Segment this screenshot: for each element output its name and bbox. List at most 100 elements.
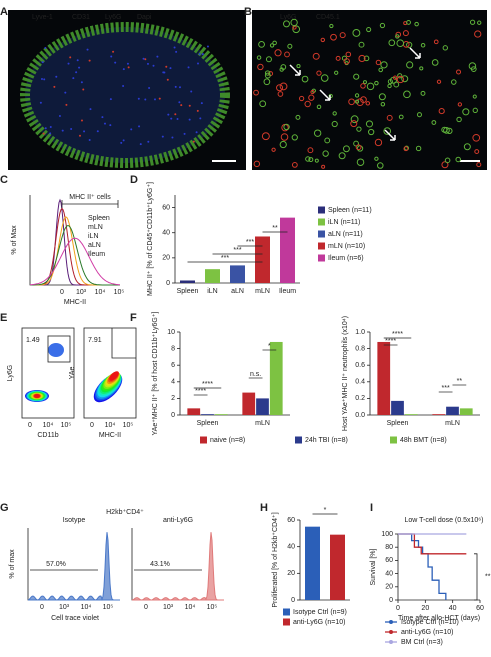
nucleus <box>80 119 83 122</box>
cell <box>307 147 314 154</box>
cell <box>277 91 284 97</box>
significance: ** <box>485 574 491 581</box>
nucleus <box>49 126 52 129</box>
cell <box>287 43 293 49</box>
nucleus <box>44 47 47 50</box>
cell <box>362 80 368 85</box>
cell <box>377 162 384 169</box>
nucleus <box>148 86 151 89</box>
nucleus <box>153 98 156 101</box>
survival-line <box>398 533 467 555</box>
bar <box>187 408 201 415</box>
significance: **** <box>202 381 213 388</box>
cell <box>415 145 422 152</box>
cell <box>352 28 361 37</box>
x-tick-label: 10⁵ <box>103 604 114 611</box>
y-tick-label: 80 <box>385 544 393 551</box>
legend-entry: 48h BMT (n=8) <box>400 437 447 444</box>
x-tick-label: 10⁴ <box>43 422 54 429</box>
cell <box>456 69 462 75</box>
bracket <box>474 553 478 601</box>
bar <box>205 269 220 283</box>
nucleus <box>127 66 130 69</box>
significance: **** <box>385 338 396 345</box>
cell <box>476 162 482 168</box>
cell <box>282 20 290 28</box>
nucleus <box>78 66 81 69</box>
cell <box>271 147 276 152</box>
cell <box>472 107 478 114</box>
stain-label: Ly6G <box>280 14 296 21</box>
legend-swatch <box>318 254 325 262</box>
nucleus <box>174 85 177 88</box>
cell <box>457 102 463 107</box>
x-tick-label: Ileum <box>279 288 296 295</box>
cell <box>355 144 362 151</box>
legend-entry: Ileum <box>88 251 105 258</box>
cell <box>283 123 290 131</box>
x-tick-label: 10³ <box>59 604 70 611</box>
histogram <box>27 532 120 601</box>
histogram <box>30 237 120 286</box>
nucleus <box>183 132 186 135</box>
cell <box>358 41 365 48</box>
bar <box>404 414 418 415</box>
cell <box>279 82 288 91</box>
y-tick-label: 20 <box>162 255 170 262</box>
histogram <box>30 224 120 286</box>
nucleus <box>158 97 161 100</box>
nucleus <box>188 118 191 121</box>
cell <box>298 95 305 102</box>
panel-label: A <box>0 6 8 18</box>
cell <box>463 143 471 151</box>
cell <box>304 100 311 108</box>
x-tick-label: 10⁵ <box>207 604 218 611</box>
legend-entry: BM Ctrl (n=3) <box>401 639 443 646</box>
cell <box>360 83 366 89</box>
y-axis-label: MHC II⁺ [% of CD45⁺CD11b⁺Ly6G⁺] <box>147 182 154 296</box>
cell <box>263 78 271 86</box>
gate-label: 43.1% <box>150 561 170 568</box>
nucleus <box>180 104 183 107</box>
nucleus <box>199 117 202 120</box>
nucleus <box>55 75 58 78</box>
y-axis-label: Host YAe⁺MHC II⁺ neutrophils (x10⁴) <box>342 316 349 431</box>
x-tick-label: 60 <box>476 605 484 612</box>
scale-bar <box>212 160 236 162</box>
nucleus <box>195 131 198 134</box>
cell <box>396 39 405 48</box>
x-tick-label: iLN <box>207 288 218 295</box>
cell <box>477 20 482 25</box>
cell <box>403 146 409 152</box>
nucleus <box>120 141 123 144</box>
cell <box>395 31 402 38</box>
bar <box>446 406 459 415</box>
cell <box>305 156 311 162</box>
bar <box>214 414 228 415</box>
chart-title: Low T-cell dose (0.5x10⁶) <box>404 517 483 524</box>
nucleus <box>44 127 47 130</box>
nucleus <box>76 59 79 62</box>
y-tick-label: 0.8 <box>355 345 365 352</box>
panel-label: I <box>370 502 373 514</box>
nucleus <box>173 46 176 49</box>
x-tick-label: mLN <box>255 288 270 295</box>
nucleus <box>43 78 46 81</box>
cell <box>274 49 282 57</box>
x-tick-label: 10⁴ <box>105 422 116 429</box>
cell <box>265 56 272 63</box>
cell <box>259 100 267 108</box>
cell <box>356 158 365 166</box>
cell <box>310 89 315 95</box>
cell <box>334 70 339 75</box>
x-axis-label: MHC-II <box>64 299 86 306</box>
legend-swatch <box>283 618 290 626</box>
cell <box>324 137 331 144</box>
cell <box>301 75 309 83</box>
plot-name: Isotype <box>63 517 86 524</box>
nucleus <box>196 62 199 65</box>
cell <box>472 133 481 142</box>
legend-entry: Isotype Ctrl (n=10) <box>401 619 459 626</box>
cell <box>308 157 314 163</box>
cell <box>451 79 457 85</box>
